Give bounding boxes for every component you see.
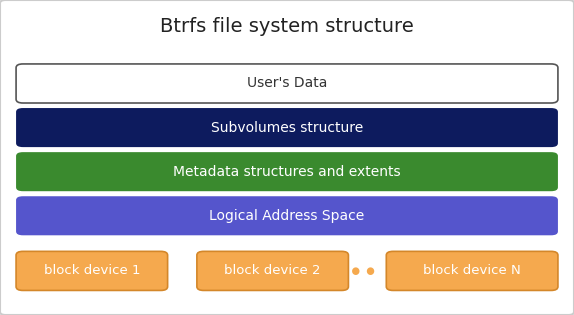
- Text: block device 1: block device 1: [44, 264, 140, 278]
- FancyBboxPatch shape: [16, 108, 558, 147]
- FancyBboxPatch shape: [386, 251, 558, 290]
- Text: Btrfs file system structure: Btrfs file system structure: [160, 17, 414, 36]
- Text: User's Data: User's Data: [247, 77, 327, 90]
- Text: Subvolumes structure: Subvolumes structure: [211, 121, 363, 135]
- FancyBboxPatch shape: [16, 152, 558, 191]
- FancyBboxPatch shape: [16, 64, 558, 103]
- FancyBboxPatch shape: [197, 251, 348, 290]
- Text: Metadata structures and extents: Metadata structures and extents: [173, 165, 401, 179]
- Text: block device N: block device N: [423, 264, 521, 278]
- FancyBboxPatch shape: [16, 196, 558, 235]
- Text: Logical Address Space: Logical Address Space: [210, 209, 364, 223]
- FancyBboxPatch shape: [16, 251, 168, 290]
- Text: block device 2: block device 2: [224, 264, 321, 278]
- Text: ●  ●  ●  ●: ● ● ● ●: [322, 266, 375, 276]
